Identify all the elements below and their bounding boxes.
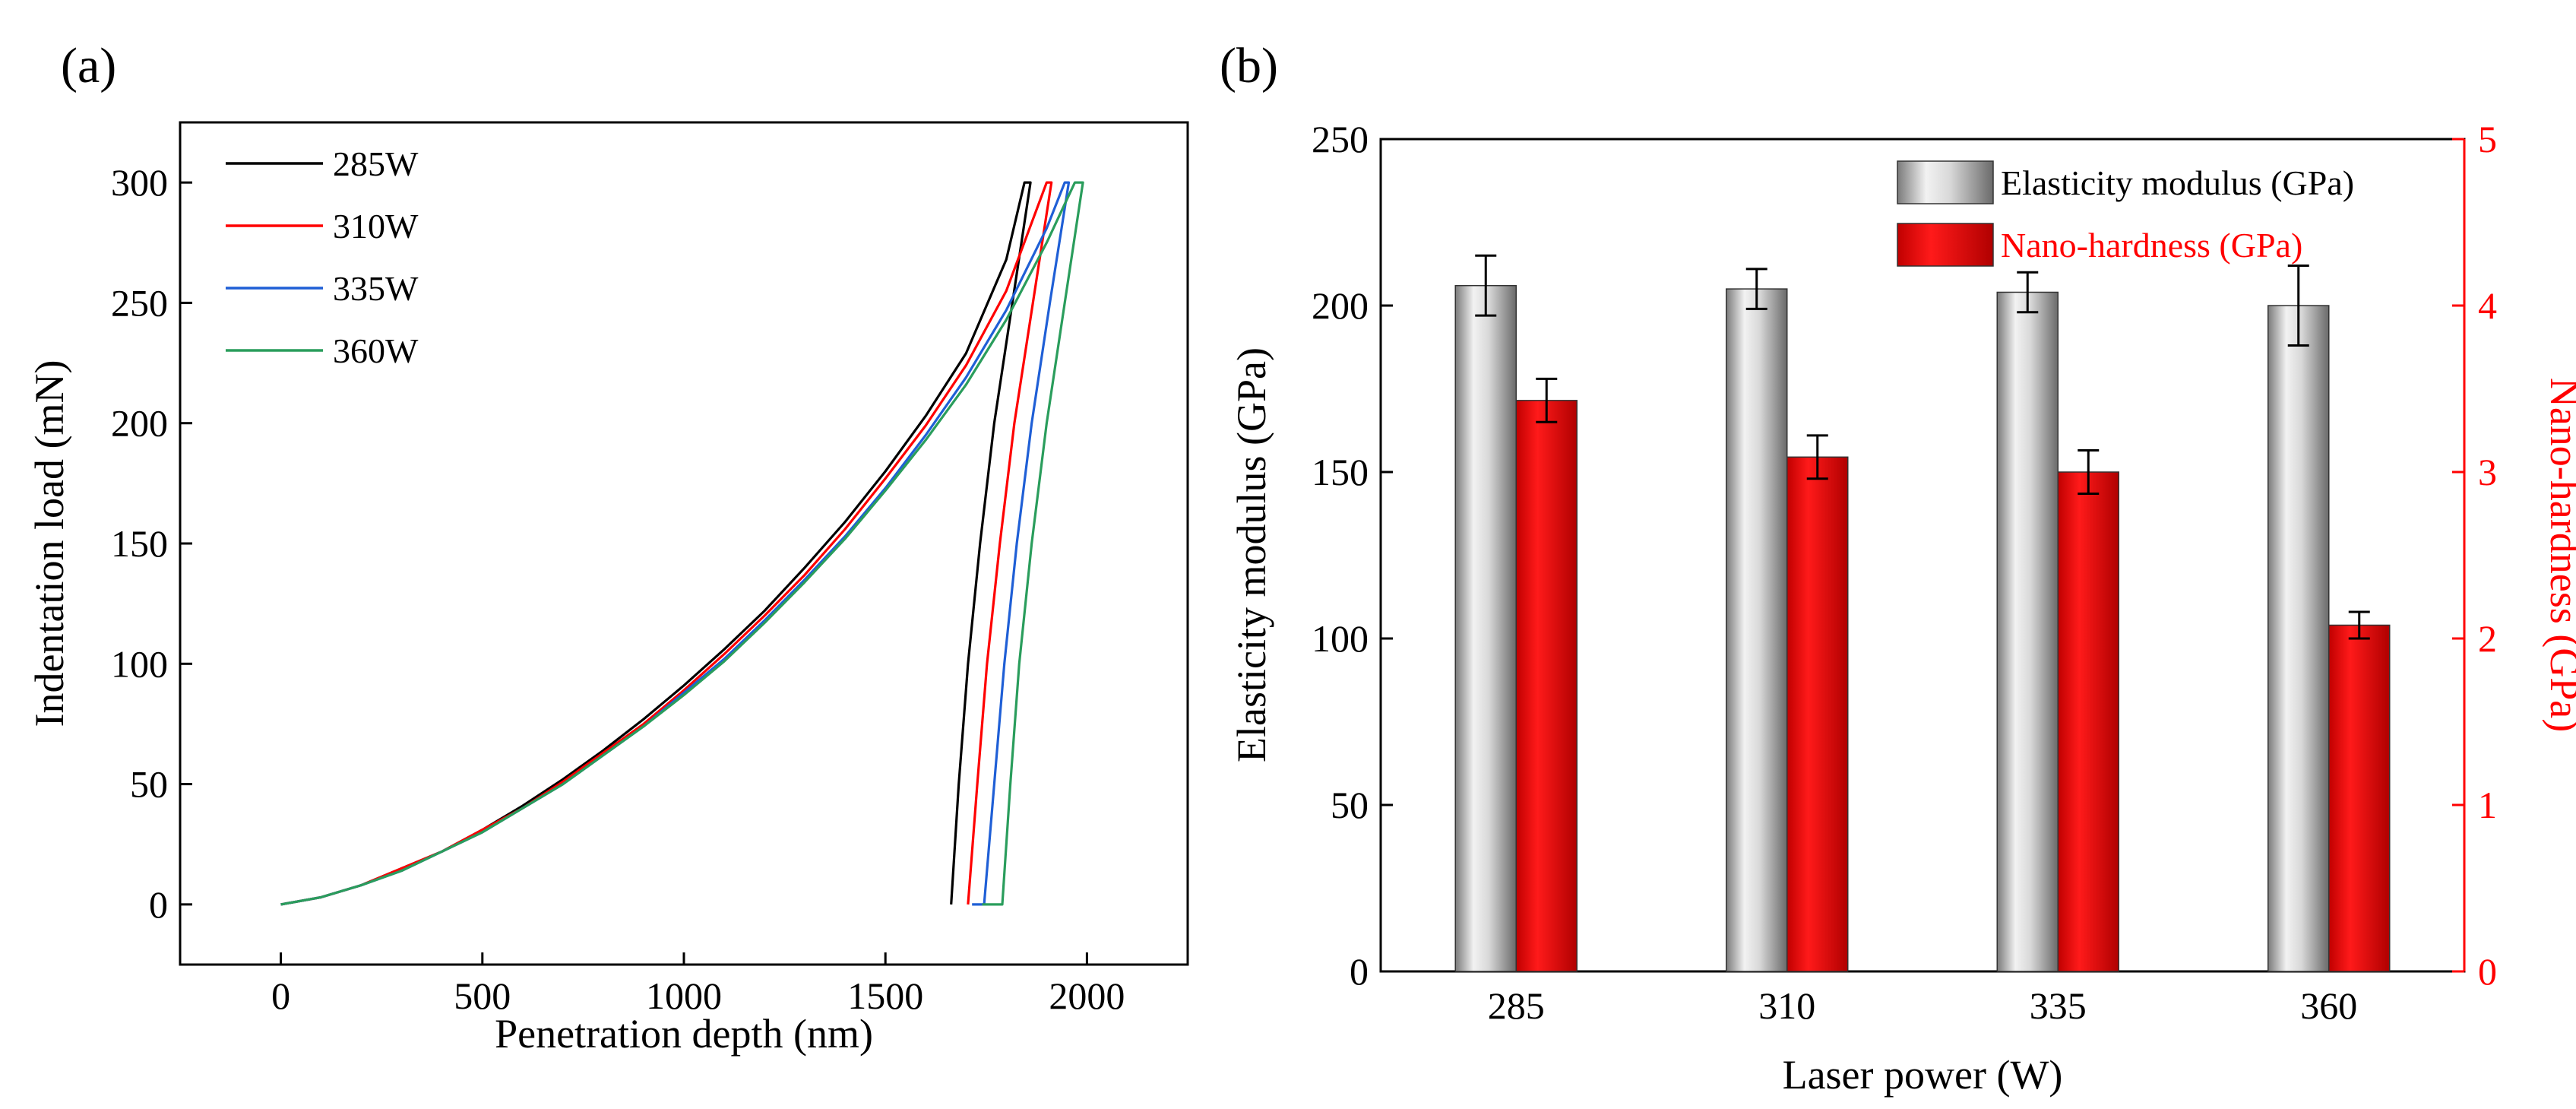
bar-modulus <box>1726 288 1788 972</box>
panel-b-bars <box>1454 254 2391 972</box>
right-y-tick-label: 1 <box>2478 784 2497 826</box>
y-tick-label: 150 <box>111 522 168 565</box>
right-y-tick-label: 4 <box>2478 284 2497 327</box>
panel-a-x-axis-title: Penetration depth (nm) <box>495 1011 873 1057</box>
panel-b-modulus-hardness-chart: (b) 0 50 100 150 200 250 0 1 2 3 4 5 285 310 335 360 El… <box>1220 38 2576 1098</box>
left-y-tick-label: 0 <box>1350 950 1369 993</box>
panel-a-load-depth-chart: (a) 0 500 1000 1500 2000 0 50 100 150 200 250 300 2… <box>27 38 1189 1057</box>
x-tick-label: 1000 <box>646 974 722 1017</box>
y-tick-label: 50 <box>130 763 168 806</box>
legend-label-360W: 360W <box>333 331 419 370</box>
left-y-tick-label: 250 <box>1312 118 1369 160</box>
x-tick-label: 0 <box>271 974 290 1017</box>
right-y-tick-label: 3 <box>2478 451 2497 493</box>
bar-hardness <box>2328 624 2391 972</box>
panel-a-label: (a) <box>61 38 116 93</box>
panel-b-left-y-axis-title: Elasticity modulus (GPa) <box>1229 347 1274 762</box>
legend-label-modulus: Elasticity modulus (GPa) <box>2001 163 2354 202</box>
legend-label-335W: 335W <box>333 269 419 308</box>
right-y-tick-label: 5 <box>2478 118 2497 160</box>
x-tick-label: 360 <box>2300 984 2357 1027</box>
legend-label-310W: 310W <box>333 207 419 246</box>
panel-a-y-axis-title: Indentation load (mN) <box>27 360 72 727</box>
y-tick-label: 250 <box>111 281 168 324</box>
left-y-tick-label: 100 <box>1312 617 1369 660</box>
bar-modulus <box>2267 305 2330 972</box>
bar-modulus <box>1454 284 1517 972</box>
x-tick-label: 310 <box>1758 984 1815 1027</box>
x-tick-label: 500 <box>454 974 511 1017</box>
x-tick-label: 335 <box>2030 984 2087 1027</box>
x-tick-label: 285 <box>1488 984 1545 1027</box>
legend-label-285W: 285W <box>333 144 419 183</box>
y-tick-label: 100 <box>111 642 168 685</box>
left-y-tick-label: 200 <box>1312 284 1369 327</box>
y-tick-label: 300 <box>111 161 168 204</box>
panel-a-legend: 285W 310W 335W 360W <box>226 144 419 370</box>
panel-a-axes: 0 500 1000 1500 2000 0 50 100 150 200 250 300 <box>111 161 1125 1017</box>
panel-b-legend: Elasticity modulus (GPa) Nano-hardness (G… <box>1897 160 2354 267</box>
bar-hardness <box>2057 471 2119 972</box>
series-line-360W <box>280 181 1084 906</box>
y-tick-label: 0 <box>149 883 168 926</box>
bar-hardness <box>1515 400 1578 972</box>
panel-b-label: (b) <box>1220 38 1278 93</box>
right-y-tick-label: 0 <box>2478 950 2497 993</box>
bar-modulus <box>1996 291 2059 972</box>
x-tick-label: 1500 <box>847 974 923 1017</box>
panel-b-axes: 0 50 100 150 200 250 0 1 2 3 4 5 285 310 335 360 <box>1312 118 2497 1027</box>
legend-swatch-modulus <box>1897 160 1994 204</box>
panel-a-series <box>280 181 1084 906</box>
right-y-tick-label: 2 <box>2478 617 2497 660</box>
left-y-tick-label: 150 <box>1312 451 1369 493</box>
y-tick-label: 200 <box>111 402 168 445</box>
bar-hardness <box>1786 456 1849 972</box>
legend-label-hardness: Nano-hardness (GPa) <box>2001 226 2302 265</box>
legend-swatch-hardness <box>1897 223 1994 267</box>
panel-b-x-axis-title: Laser power (W) <box>1783 1052 2063 1098</box>
left-y-tick-label: 50 <box>1331 784 1369 826</box>
panel-b-right-y-axis-title: Nano-hardness (GPa) <box>2542 378 2576 732</box>
x-tick-label: 2000 <box>1049 974 1125 1017</box>
